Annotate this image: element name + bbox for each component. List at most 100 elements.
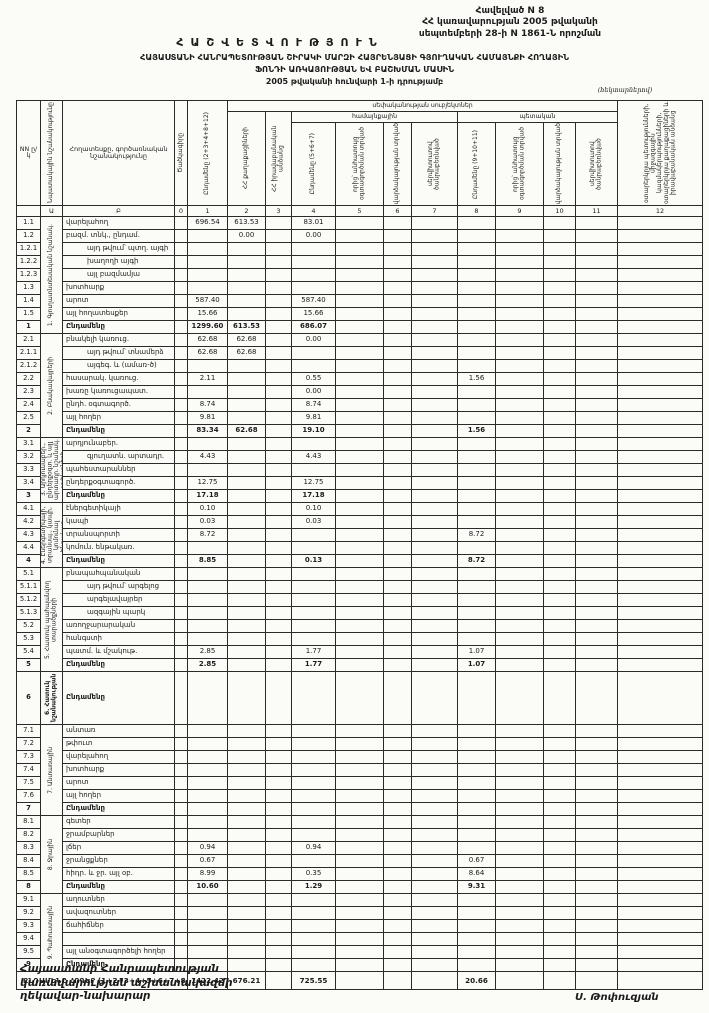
value-cell [227, 489, 266, 503]
value-cell [187, 893, 228, 907]
value-cell [495, 632, 544, 646]
value-cell [383, 424, 412, 438]
value-cell [574, 437, 619, 451]
value-cell [187, 593, 228, 607]
value-cell [411, 880, 458, 894]
row-number-cell: 5.1 [16, 567, 41, 581]
value-cell [495, 372, 544, 386]
section-designation-cell: 9. Պահուստային [40, 893, 63, 972]
landtype-label-cell: աղուտներ [62, 893, 175, 907]
table-row: 6 6. Հատուկ նշանակության Ընդամենը [16, 671, 704, 725]
row-number-cell: 2.5 [16, 411, 41, 425]
value-cell [543, 619, 576, 633]
value-cell [227, 385, 266, 399]
value-cell [265, 880, 292, 894]
value-cell [411, 476, 458, 490]
value-cell [187, 255, 228, 269]
row-number-cell: 9.1 [16, 893, 41, 907]
value-cell [227, 476, 266, 490]
value-cell [187, 242, 228, 256]
value-cell [543, 242, 576, 256]
value-cell [617, 255, 704, 269]
value-cell [335, 750, 384, 764]
value-cell [574, 255, 619, 269]
section-designation-label: 1. Գյուղատնտեսական նշանակ. [47, 223, 55, 327]
value-cell: 696.54 [187, 216, 228, 230]
value-cell [265, 593, 292, 607]
value-cell [335, 763, 384, 777]
col-header-foreign: օտարերկրյա պետությունների, միջազգային կա… [617, 100, 704, 206]
value-cell [411, 229, 458, 243]
value-cell [227, 593, 266, 607]
value-cell: 17.18 [187, 489, 228, 503]
code-cell [174, 724, 188, 738]
value-cell: 62.68 [227, 424, 266, 438]
value-cell [411, 346, 458, 360]
value-cell [335, 229, 384, 243]
value-cell [291, 281, 336, 295]
value-cell [265, 828, 292, 842]
value-cell: 1.77 [291, 645, 336, 659]
value-cell [411, 724, 458, 738]
value-cell [265, 906, 292, 920]
value-cell [335, 515, 384, 529]
value-cell [187, 281, 228, 295]
value-cell [617, 593, 704, 607]
value-cell [265, 854, 292, 868]
value-cell [265, 463, 292, 477]
col-header-state-free: որից՝ անհատույց օգտագործման տրված [495, 122, 544, 206]
row-number-cell: 4.4 [16, 541, 41, 555]
value-cell [457, 737, 496, 751]
value-cell [574, 580, 619, 594]
value-cell [574, 763, 619, 777]
value-cell [495, 294, 544, 308]
value-cell [383, 893, 412, 907]
value-cell [543, 385, 576, 399]
value-cell [187, 750, 228, 764]
value-cell [495, 320, 544, 334]
value-cell [543, 320, 576, 334]
column-index-cell: 11 [574, 205, 619, 217]
row-number-cell: 5.1.2 [16, 593, 41, 607]
value-cell [265, 789, 292, 803]
value-cell [617, 932, 704, 946]
value-cell [335, 437, 384, 451]
value-cell [495, 893, 544, 907]
code-cell [174, 411, 188, 425]
value-cell [457, 932, 496, 946]
value-cell [495, 880, 544, 894]
value-cell [265, 450, 292, 464]
value-cell [543, 593, 576, 607]
value-cell [495, 385, 544, 399]
value-cell [411, 919, 458, 933]
code-cell [174, 906, 188, 920]
value-cell: 613.53 [227, 216, 266, 230]
value-cell [411, 502, 458, 516]
row-number-cell: 2.4 [16, 398, 41, 412]
table-row: 8.2 ջրամբարներ [16, 828, 704, 842]
value-cell: 587.40 [291, 294, 336, 308]
value-cell [335, 606, 384, 620]
value-cell [411, 580, 458, 594]
value-cell: 0.55 [291, 372, 336, 386]
code-cell [174, 619, 188, 633]
value-cell [574, 802, 619, 816]
table-row: 1.2.2 խաղողի այգի [16, 255, 704, 269]
value-cell [291, 958, 336, 972]
value-cell [495, 359, 544, 373]
value-cell [543, 828, 576, 842]
value-cell [617, 724, 704, 738]
landtype-label-cell: ընդերքօգտագործ. [62, 476, 175, 490]
value-cell [543, 346, 576, 360]
value-cell [265, 724, 292, 738]
value-cell [617, 750, 704, 764]
value-cell [617, 242, 704, 256]
value-cell [187, 619, 228, 633]
value-cell [335, 554, 384, 568]
value-cell [187, 919, 228, 933]
table-row: 3.1 3. Արդյունաբեր., ընդերքօգտ. և այլ արտ… [16, 437, 704, 503]
value-cell [411, 463, 458, 477]
value-cell [227, 919, 266, 933]
value-cell [574, 724, 619, 738]
row-number-cell: 7.5 [16, 776, 41, 790]
